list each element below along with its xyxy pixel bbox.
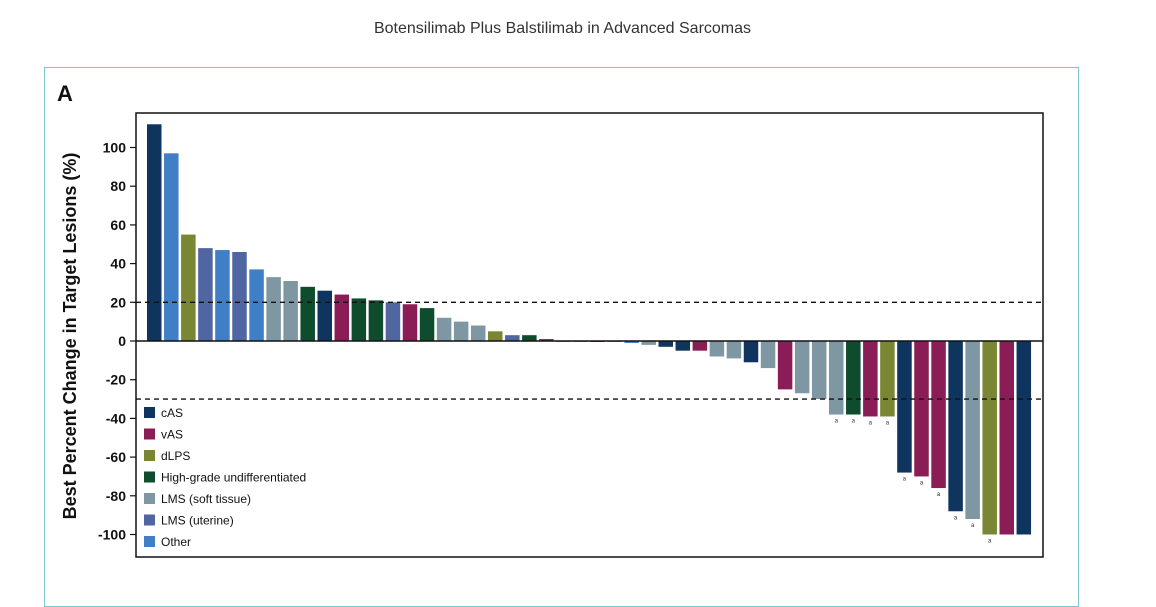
bar [624, 341, 639, 343]
bar [147, 124, 162, 341]
bar [351, 298, 367, 341]
bar-footnote-mark: a [903, 477, 907, 483]
bar [982, 341, 997, 535]
bar [283, 281, 298, 341]
bar [402, 304, 418, 342]
bar [198, 248, 213, 341]
bar [965, 341, 980, 520]
bar [743, 341, 759, 363]
legend-swatch [144, 407, 155, 418]
bar [675, 341, 691, 351]
bar-footnote-mark: a [852, 419, 856, 425]
bar [385, 302, 401, 341]
reference-lines [136, 301, 1043, 400]
y-tick-label: -20 [106, 372, 126, 388]
legend-swatch [144, 536, 155, 547]
bar-footnote-mark: a [971, 523, 975, 529]
legend-swatch [144, 514, 155, 526]
bar [453, 321, 469, 341]
bar [658, 341, 673, 347]
y-tick-label: -100 [98, 527, 126, 543]
legend-label: vAS [161, 428, 183, 442]
bar [999, 341, 1014, 535]
y-tick-label: 40 [110, 256, 126, 272]
y-axis-label: Best Percent Change in Target Lesions (%… [60, 153, 80, 520]
bar [880, 341, 895, 417]
legend: cAS vAS dLPS High-grade undifferentiated LMS… [144, 406, 306, 549]
bar [794, 341, 810, 394]
legend-label: dLPS [161, 449, 190, 463]
y-axis: 100 80 60 40 20 0 -20 -40 -60 -80 -100 [98, 140, 136, 543]
y-tick-label: 80 [110, 178, 126, 194]
bar [829, 341, 844, 415]
y-tick-label: -80 [106, 488, 126, 504]
legend-label: cAS [161, 406, 183, 420]
bar [846, 341, 861, 415]
y-tick-label: 0 [118, 333, 126, 349]
bar-footnote-mark: a [954, 515, 958, 521]
legend-label: Other [161, 535, 191, 549]
legend-label: High-grade undifferentiated [161, 471, 306, 485]
bar [215, 250, 230, 342]
bar [164, 153, 179, 341]
y-tick-label: -60 [106, 449, 126, 465]
bar [317, 290, 332, 341]
bar [334, 294, 350, 341]
bar [300, 286, 315, 341]
bar [181, 234, 196, 341]
bar [777, 341, 793, 390]
bar-footnote-mark: a [920, 480, 924, 486]
bar [726, 341, 742, 359]
bar [249, 269, 264, 341]
bar [641, 341, 656, 345]
bar [863, 341, 878, 417]
bar-footnote-mark: a [988, 539, 992, 545]
bar [760, 341, 776, 369]
bar [897, 341, 912, 473]
bar [692, 341, 708, 351]
legend-label: LMS (soft tissue) [161, 492, 251, 506]
panel-label: A [57, 81, 73, 106]
legend-label: LMS (uterine) [161, 514, 234, 528]
y-tick-label: -40 [106, 410, 126, 426]
bar [470, 325, 486, 341]
bar [419, 308, 435, 342]
bar [709, 341, 725, 357]
legend-swatch [144, 471, 155, 483]
bars-layer: a a a a a a a a a a [147, 124, 1032, 545]
plot-border [135, 112, 1044, 558]
bar [505, 335, 520, 341]
bar [931, 341, 946, 489]
bar [539, 339, 554, 341]
bar-footnote-mark: a [937, 492, 941, 498]
y-tick-label: 60 [110, 217, 126, 233]
bar [914, 341, 929, 477]
legend-swatch [144, 450, 155, 461]
bar [436, 317, 452, 341]
bar [522, 335, 537, 341]
y-tick-label: 100 [103, 140, 127, 156]
y-tick-label: 20 [110, 294, 126, 310]
bar-footnote-mark: a [835, 419, 839, 425]
bar [1016, 341, 1032, 535]
legend-swatch [144, 493, 155, 504]
page-title: Botensilimab Plus Balstilimab in Advance… [373, 20, 752, 37]
bar [232, 251, 247, 341]
bar-footnote-mark: a [886, 420, 890, 426]
legend-swatch [144, 428, 155, 440]
bar [811, 341, 827, 400]
bar [948, 341, 963, 512]
bar [368, 300, 384, 341]
bar [266, 277, 281, 341]
bar [488, 331, 503, 341]
bar-footnote-mark: a [869, 420, 873, 426]
